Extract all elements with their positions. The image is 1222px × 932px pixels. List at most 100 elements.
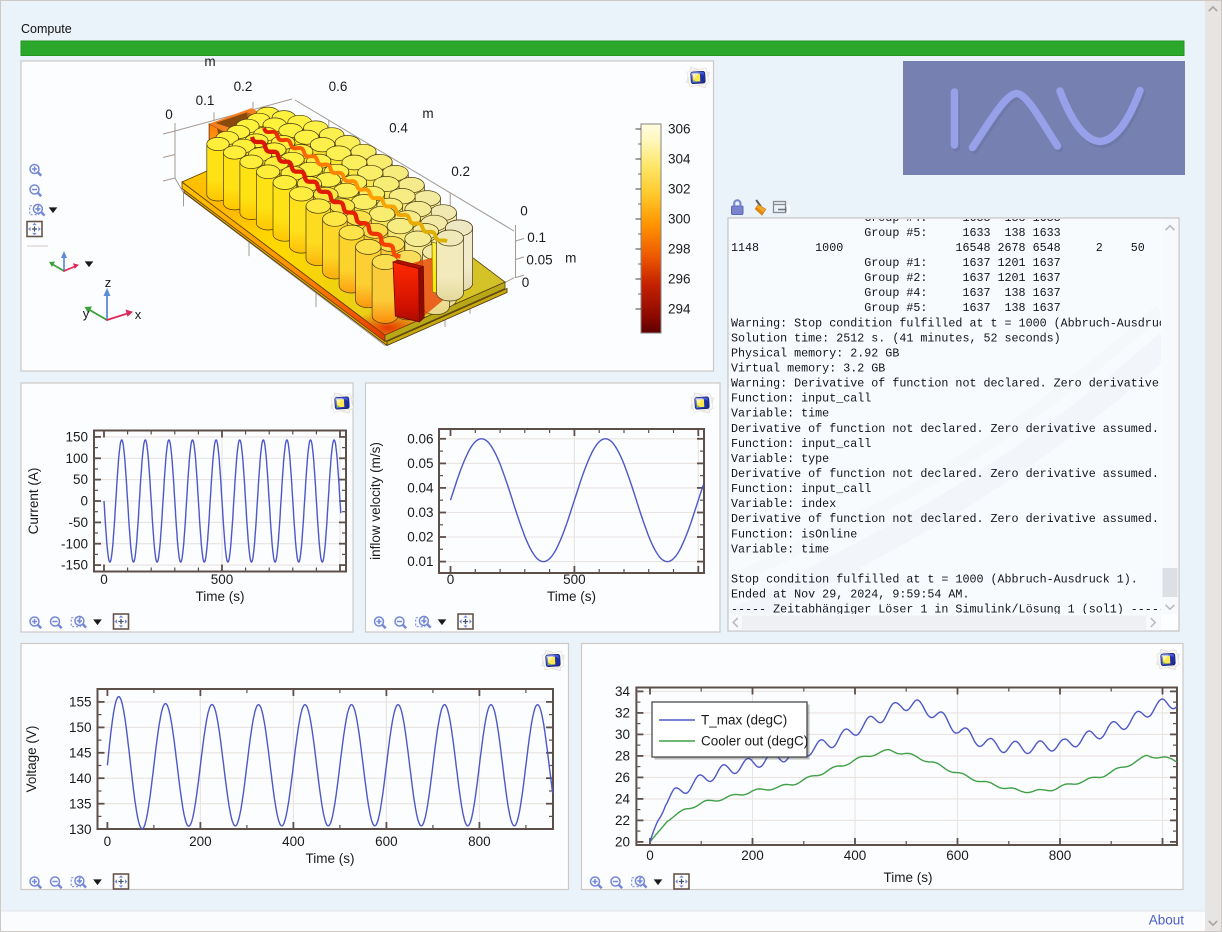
svg-text:0.02: 0.02: [407, 530, 433, 545]
svg-text:Stop condition fulfilled at t: Stop condition fulfilled at t = 1000 (Ab…: [731, 573, 1138, 587]
svg-text:298: 298: [668, 242, 691, 257]
svg-text:0: 0: [104, 834, 112, 849]
svg-text:Time (s): Time (s): [547, 589, 596, 604]
svg-text:0.05: 0.05: [407, 456, 433, 471]
svg-text:0.06: 0.06: [407, 431, 433, 446]
svg-text:Group #2: 1637 1201 1637: Group #2: 1637 1201 1637: [731, 271, 1061, 285]
svg-text:0: 0: [447, 572, 455, 587]
svg-text:145: 145: [69, 745, 92, 760]
svg-text:500: 500: [563, 572, 586, 587]
svg-text:20: 20: [615, 835, 630, 850]
svg-text:135: 135: [69, 796, 92, 811]
svg-text:Current (A): Current (A): [26, 468, 41, 535]
svg-text:Group #5: 1637 138 1637: Group #5: 1637 138 1637: [731, 301, 1061, 315]
svg-text:0.1: 0.1: [527, 230, 546, 245]
svg-text:Group #5: 1633 138 1633: Group #5: 1633 138 1633: [731, 226, 1061, 240]
svg-text:0: 0: [100, 572, 108, 587]
svg-text:0.4: 0.4: [389, 121, 408, 136]
svg-text:0.6: 0.6: [329, 79, 348, 94]
svg-text:Warning: Stop condition fulfil: Warning: Stop condition fulfilled at t =…: [731, 316, 1173, 330]
svg-text:0.1: 0.1: [196, 93, 215, 108]
svg-text:Function: input_call: Function: input_call: [731, 392, 871, 406]
svg-text:Time (s): Time (s): [884, 870, 933, 885]
svg-text:150: 150: [69, 720, 92, 735]
svg-text:inflow velocity (m/s): inflow velocity (m/s): [368, 442, 383, 560]
svg-text:Compute: Compute: [21, 22, 72, 36]
svg-text:28: 28: [615, 749, 630, 764]
svg-text:0: 0: [80, 494, 88, 509]
svg-text:800: 800: [468, 834, 491, 849]
svg-text:Variable: time: Variable: time: [731, 407, 829, 421]
svg-text:296: 296: [668, 272, 691, 287]
svg-text:0: 0: [522, 275, 530, 290]
svg-text:Function: isOnline: Function: isOnline: [731, 527, 857, 541]
svg-text:z: z: [105, 275, 112, 290]
svg-text:Cooler out (degC): Cooler out (degC): [701, 734, 808, 749]
svg-text:Function: input_call: Function: input_call: [731, 437, 871, 451]
svg-text:400: 400: [282, 834, 305, 849]
svg-text:Group #4: 1633 138 1633: Group #4: 1633 138 1633: [731, 211, 1061, 225]
svg-text:0.05: 0.05: [526, 253, 552, 268]
svg-text:22: 22: [615, 813, 630, 828]
svg-text:Variable: index: Variable: index: [731, 497, 836, 511]
svg-text:Derivative of function not dec: Derivative of function not declared. Zer…: [731, 467, 1159, 481]
svg-text:Physical memory: 2.92 GB: Physical memory: 2.92 GB: [731, 346, 899, 360]
svg-text:Ended at Nov 29, 2024, 9:59:54: Ended at Nov 29, 2024, 9:59:54 AM.: [731, 588, 969, 602]
svg-text:Warning: Derivative of functio: Warning: Derivative of function not decl…: [731, 377, 1173, 391]
svg-text:304: 304: [668, 152, 691, 167]
svg-text:500: 500: [211, 572, 234, 587]
svg-text:100: 100: [65, 451, 88, 466]
svg-text:0: 0: [165, 107, 173, 122]
svg-text:----- Zeitabhängiger Löser 1 i: ----- Zeitabhängiger Löser 1 in Simulink…: [731, 603, 1166, 617]
svg-text:0.04: 0.04: [407, 481, 434, 496]
svg-text:m: m: [204, 54, 215, 69]
svg-text:Virtual memory: 3.2 GB: Virtual memory: 3.2 GB: [731, 362, 885, 376]
svg-text:24: 24: [615, 792, 631, 807]
svg-text:-50: -50: [68, 515, 88, 530]
svg-text:150: 150: [65, 430, 88, 445]
svg-text:-150: -150: [61, 558, 88, 573]
svg-text:140: 140: [69, 771, 92, 786]
svg-text:30: 30: [615, 727, 630, 742]
svg-text:Group #4: 1637 138 1637: Group #4: 1637 138 1637: [731, 286, 1061, 300]
svg-text:m: m: [565, 250, 576, 265]
svg-text:50: 50: [73, 472, 88, 487]
svg-text:Voltage (V): Voltage (V): [24, 726, 39, 793]
svg-text:Time (s): Time (s): [306, 851, 355, 866]
svg-text:About: About: [1149, 913, 1185, 928]
svg-text:0.03: 0.03: [407, 505, 433, 520]
svg-text:130: 130: [69, 822, 92, 837]
svg-text:155: 155: [69, 695, 92, 710]
svg-text:0.2: 0.2: [234, 79, 253, 94]
svg-text:294: 294: [668, 302, 691, 317]
svg-text:-100: -100: [61, 536, 88, 551]
svg-text:T_max (degC): T_max (degC): [701, 713, 787, 728]
svg-text:600: 600: [946, 848, 969, 863]
svg-text:0.2: 0.2: [451, 164, 470, 179]
svg-text:34: 34: [615, 684, 631, 699]
svg-text:Derivative of function not dec: Derivative of function not declared. Zer…: [731, 422, 1159, 436]
svg-text:600: 600: [375, 834, 398, 849]
svg-text:0: 0: [520, 204, 528, 219]
svg-text:1148 1000: 1148 1000 16548 2678 6548 2 50: [731, 241, 1145, 255]
svg-text:306: 306: [668, 122, 691, 137]
svg-text:Solution time: 2512 s. (41 min: Solution time: 2512 s. (41 minutes, 52 s…: [731, 331, 1061, 345]
svg-text:400: 400: [844, 848, 867, 863]
svg-text:y: y: [83, 306, 90, 321]
svg-text:Time (s): Time (s): [196, 589, 245, 604]
svg-text:200: 200: [189, 834, 212, 849]
svg-text:0.01: 0.01: [407, 554, 433, 569]
svg-text:800: 800: [1049, 848, 1072, 863]
svg-text:x: x: [135, 307, 142, 322]
svg-text:Variable: time: Variable: time: [731, 542, 829, 556]
svg-text:300: 300: [668, 212, 691, 227]
svg-text:Group #1: 1637 1201 1637: Group #1: 1637 1201 1637: [731, 256, 1061, 270]
svg-text:Function: input_call: Function: input_call: [731, 482, 871, 496]
svg-text:Derivative of function not dec: Derivative of function not declared. Zer…: [731, 512, 1159, 526]
svg-text:200: 200: [741, 848, 764, 863]
svg-text:m: m: [422, 106, 433, 121]
svg-text:26: 26: [615, 770, 630, 785]
svg-text:302: 302: [668, 182, 691, 197]
svg-text:32: 32: [615, 706, 630, 721]
svg-text:Variable: type: Variable: type: [731, 452, 829, 466]
